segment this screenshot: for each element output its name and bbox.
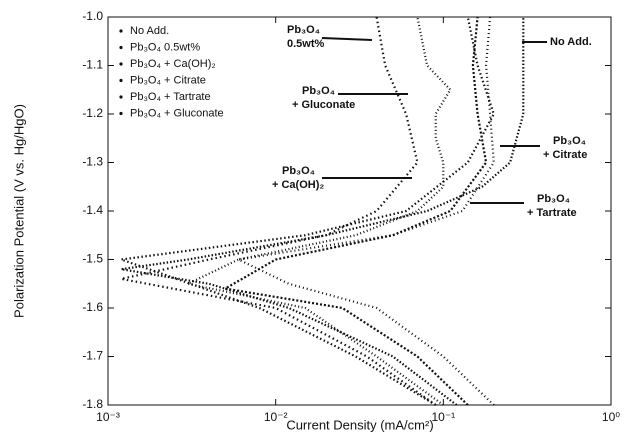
y-tick-label: -1.0 [82,9,103,23]
legend-label: Pb₃O₄ + Gluconate [130,107,224,119]
series-line [234,16,495,406]
x-tick-label: 10⁰ [602,410,620,424]
y-axis-title: Polarization Potential (V vs. Hg/HgO) [11,104,26,318]
x-tick-label: 10⁻² [264,410,288,424]
legend-label: Pb₃O₄ + Tartrate [130,91,211,103]
legend-label: Pb₃O₄ 0.5wt% [130,41,200,53]
annotation: + Gluconate [292,99,355,111]
series-line [221,16,488,406]
legend-marker [119,78,123,83]
y-tick-label: -1.3 [82,155,103,169]
annotation: Pb₃O₄ [287,24,320,36]
annotation: Pb₃O₄ [282,165,315,177]
annotation: + Citrate [543,149,587,161]
y-tick-label: -1.5 [82,252,103,266]
x-tick-label: 10⁻¹ [431,410,455,424]
y-tick-label: -1.4 [82,203,103,217]
x-axis-title: Current Density (mA/cm²) [286,417,433,432]
annotation: Pb₃O₄ [537,193,570,205]
annotation: No Add. [550,36,592,48]
annotation: Pb₃O₄ [302,85,335,97]
series-line [120,16,495,406]
legend-marker [119,29,123,33]
legend-marker [119,45,123,50]
y-tick-label: -1.2 [82,106,103,120]
x-tick-label: 10⁻³ [96,410,120,424]
legend-marker [119,62,123,66]
legend-marker [119,111,123,116]
legend-marker [119,95,123,99]
series-line [184,16,452,406]
y-tick-label: -1.1 [82,58,103,72]
legend-label: No Add. [130,25,169,37]
annotation: 0.5wt% [287,38,325,50]
annotation: Pb₃O₄ [553,135,586,147]
y-tick-label: -1.7 [82,349,103,363]
legend-label: Pb₃O₄ + Ca(OH)₂ [130,58,216,70]
annotation: + Ca(OH)₂ [272,179,324,191]
legend-label: Pb₃O₄ + Citrate [130,74,206,86]
annotation-arrow [321,37,373,41]
y-tick-label: -1.6 [82,300,103,314]
y-tick-label: -1.8 [82,397,103,411]
series-line [121,16,437,406]
annotation: + Tartrate [527,207,577,219]
